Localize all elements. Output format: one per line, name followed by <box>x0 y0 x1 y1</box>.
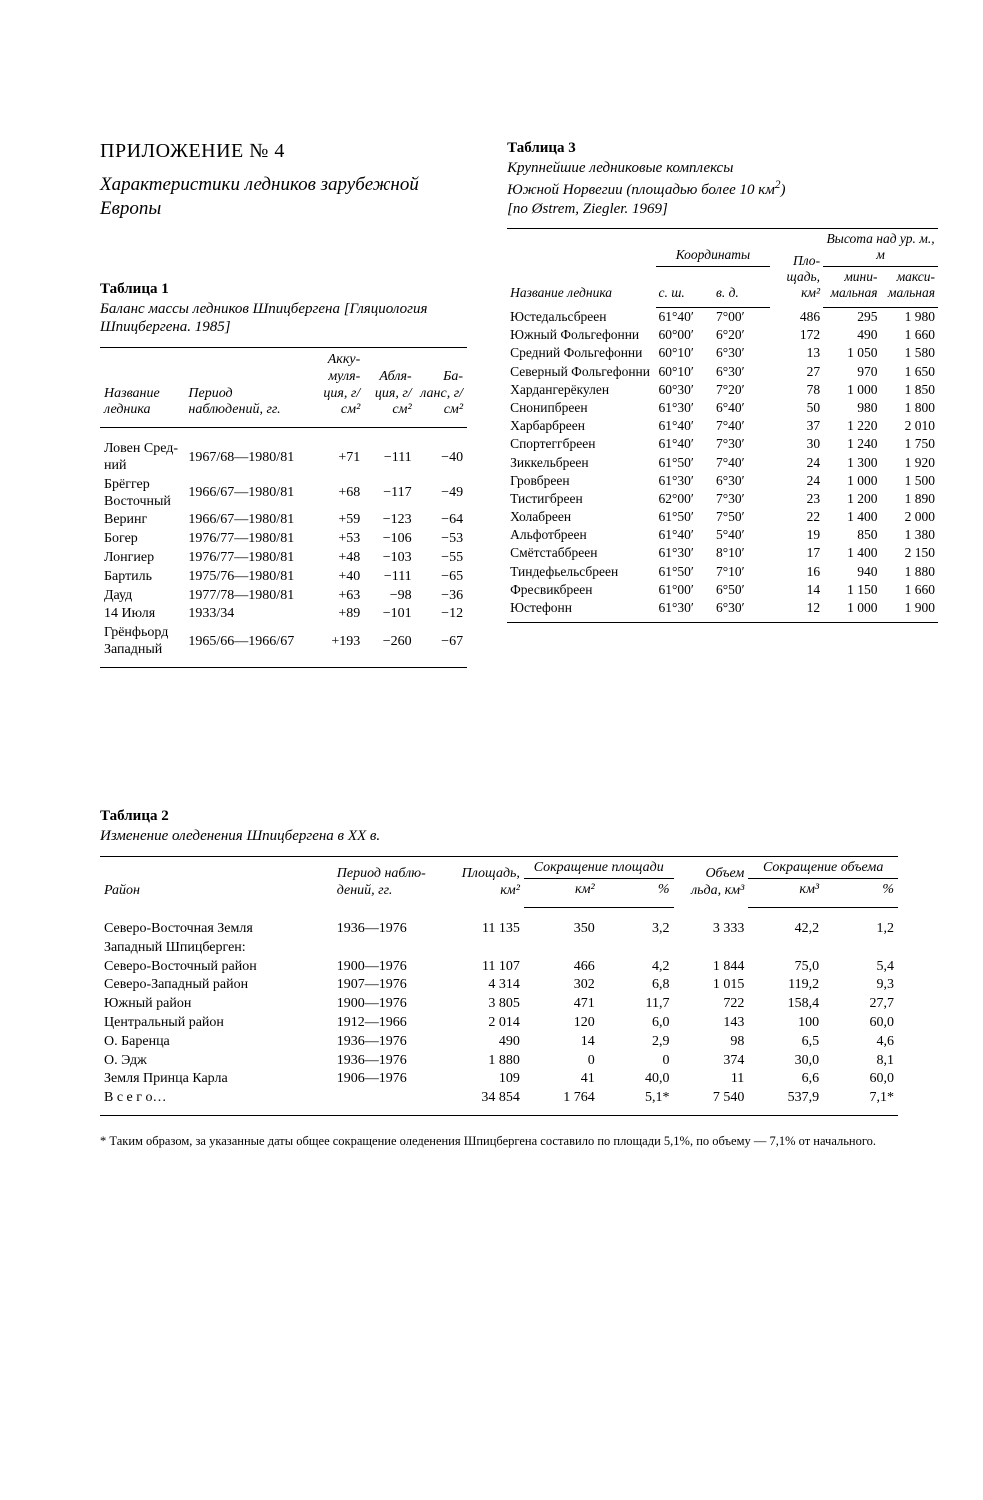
table-row: Тистигбреен62°00′7°30′231 2001 890 <box>507 490 938 508</box>
t2-h-area: Площадь, км² <box>449 856 524 908</box>
t2-h-sa-pct: % <box>599 879 674 908</box>
table1-label: Таблица 1 <box>100 281 467 298</box>
table-row: Спортеггбреен61°40′7°30′301 2401 750 <box>507 435 938 453</box>
table-row: Северо-Восточная Земля1936—197611 135350… <box>100 920 898 939</box>
t2-h-sv-pct: % <box>823 879 898 908</box>
table-row: Гровбреен61°30′6°30′241 0001 500 <box>507 472 938 490</box>
table3-label: Таблица 3 <box>507 140 938 157</box>
table-row: Брёггер Восточный1966/67—1980/81+68−117−… <box>100 476 467 512</box>
table3-caption: Крупнейшие ледниковые комплексыЮжной Нор… <box>507 159 938 218</box>
t3-h-coord-group: Координаты <box>656 229 771 266</box>
table-row: Лонгиер1976/77—1980/81+48−103−55 <box>100 549 467 568</box>
table1: Название ледника Период наблюдений, гг. … <box>100 347 467 668</box>
t3-h-hmin: мини­маль­ная <box>823 266 880 307</box>
table-row: Центральный район1912—19662 0141206,0143… <box>100 1014 898 1033</box>
t3-h-lon: в. д. <box>713 266 770 307</box>
table-row: Тиндефьельс­бреен61°50′7°10′169401 880 <box>507 563 938 581</box>
page: ПРИЛОЖЕНИЕ № 4 Характеристики ледников з… <box>0 0 983 1500</box>
table-row: Зиккельбреен61°50′7°40′241 3001 920 <box>507 454 938 472</box>
table-row: Веринг1966/67—1980/81+59−123−64 <box>100 511 467 530</box>
t2-h-sa-group: Сокращение площади <box>524 856 674 879</box>
table-row: Северо-Западный район1907—19764 3143026,… <box>100 976 898 995</box>
t2-h-sv-km: км³ <box>748 879 823 908</box>
t3-h-lat: с. ш. <box>656 266 713 307</box>
t1-h-bal: Ба­ланс, г/см² <box>416 348 467 428</box>
table-row: Богер1976/77—1980/81+53−106−53 <box>100 530 467 549</box>
t1-h-acc: Ак­ку­му­ля­ция, г/см² <box>313 348 364 428</box>
t3-h-name: Название ледника <box>507 229 655 308</box>
table-row: Северо-Восточный район1900—197611 107466… <box>100 958 898 977</box>
t1-h-abl: Абля­ция, г/см² <box>364 348 415 428</box>
table-row: Дауд1977/78—1980/81+63−98−36 <box>100 587 467 606</box>
table-row: Грёнфьорд Западный1965/66—1966/67+193−26… <box>100 624 467 667</box>
table-row: О. Баренца1936—1976490142,9986,54,6 <box>100 1033 898 1052</box>
t2-h-sa-km: км² <box>524 879 599 908</box>
left-column: ПРИЛОЖЕНИЕ № 4 Характеристики ледников з… <box>100 140 467 668</box>
table-row: Юстефонн61°30′6°30′121 0001 900 <box>507 599 938 623</box>
table-row: Западный Шпицберген: <box>100 939 898 958</box>
table-row: Средний Фоль­гефонни60°10′6°30′131 0501 … <box>507 344 938 362</box>
table2-label: Таблица 2 <box>100 808 898 825</box>
t2-h-vol: Объем льда, км³ <box>674 856 749 908</box>
table-row: Харбарбреен61°40′7°40′371 2202 010 <box>507 417 938 435</box>
table-row: Смётстаббреен61°30′8°10′171 4002 150 <box>507 544 938 562</box>
table-row: 14 Июля1933/34+89−101−12 <box>100 605 467 624</box>
table-row: Ловен Сред­ний1967/68—1980/81+71−111−40 <box>100 440 467 476</box>
table-row: Бартиль1975/76—1980/81+40−111−65 <box>100 568 467 587</box>
table-row: Юстедаль­сбреен61°40′7°00′4862951 980 <box>507 308 938 327</box>
table2-section: Таблица 2 Изменение оледенения Шпицберге… <box>100 808 898 1150</box>
t2-h-name: Район <box>100 856 333 908</box>
table-row: Северный Фоль­гефонни60°10′6°30′279701 6… <box>507 363 938 381</box>
t2-h-period: Период наблю­дений, гг. <box>333 856 449 908</box>
t3-h-hmax: макси­маль­ная <box>881 266 938 307</box>
table-row: Альфотбреен61°40′5°40′198501 380 <box>507 526 938 544</box>
appendix-subtitle: Характеристики ледников зарубежной Европ… <box>100 173 467 221</box>
t2-h-sv-group: Сокращение объема <box>748 856 898 879</box>
table2-caption: Изменение оледенения Шпицбергена в XX в. <box>100 827 898 846</box>
t1-h-period: Период наблюдений, гг. <box>184 348 312 428</box>
top-two-columns: ПРИЛОЖЕНИЕ № 4 Характеристики ледников з… <box>100 140 898 668</box>
table-row: Холабреен61°50′7°50′221 4002 000 <box>507 508 938 526</box>
table-row-total: В с е г о…34 8541 7645,1*7 540537,97,1* <box>100 1089 898 1115</box>
table-row: О. Эдж1936—19761 8800037430,08,1 <box>100 1052 898 1071</box>
t3-h-area: Пло­щадь, км² <box>770 229 823 308</box>
table-row: Южный район1900—19763 80547111,7722158,4… <box>100 995 898 1014</box>
right-column: Таблица 3 Крупнейшие ледниковые комплекс… <box>507 140 938 623</box>
table-row: Южный Фоль­гефонни60°00′6°20′1724901 660 <box>507 326 938 344</box>
t3-h-height-group: Высота над ур. м., м <box>823 229 938 266</box>
table1-caption: Баланс массы ледников Шпицбергена [Гляци… <box>100 300 467 338</box>
table-row: Земля Принца Карла1906—19761094140,0116,… <box>100 1070 898 1089</box>
appendix-title: ПРИЛОЖЕНИЕ № 4 <box>100 140 467 163</box>
table-row: Хардангерёку­лен60°30′7°20′781 0001 850 <box>507 381 938 399</box>
table-row: Фресвикбреен61°00′6°50′141 1501 660 <box>507 581 938 599</box>
table-row: Снонипбреен61°30′6°40′509801 800 <box>507 399 938 417</box>
table2-footnote: * Таким образом, за указанные даты общее… <box>100 1134 898 1150</box>
table3: Название ледника Координаты Пло­щадь, км… <box>507 228 938 623</box>
t1-h-name: Название ледника <box>100 348 184 428</box>
table2: Район Период наблю­дений, гг. Площадь, к… <box>100 856 898 1117</box>
